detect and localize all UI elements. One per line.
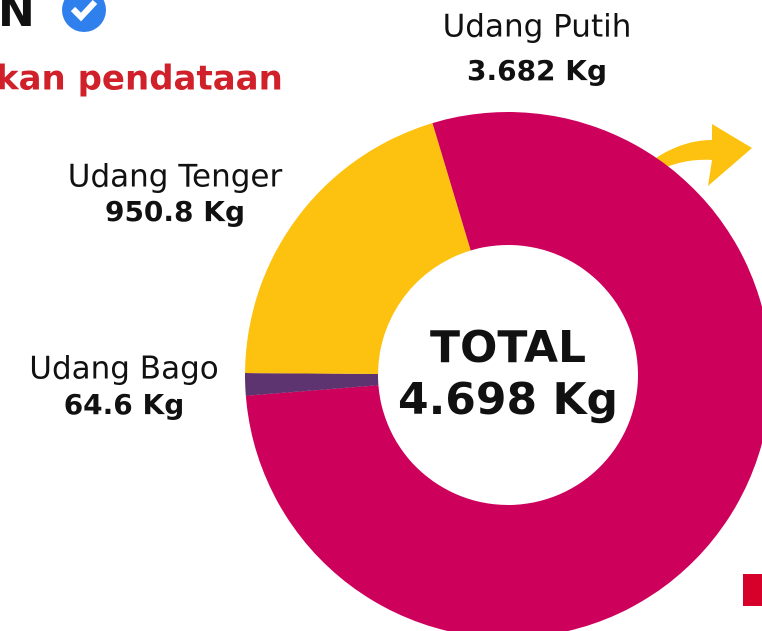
- center-title: TOTAL: [430, 322, 586, 373]
- verified-badge: [62, 0, 106, 32]
- slice: [245, 123, 471, 375]
- value-label: 64.6 Kg: [64, 388, 185, 421]
- slice: [245, 373, 379, 396]
- heading: N: [0, 0, 35, 37]
- slice-label: Udang Bago: [29, 351, 218, 387]
- slice-label: Udang Putih: [443, 9, 632, 45]
- arrow: [612, 124, 752, 212]
- slice: [245, 112, 762, 631]
- center-total: 4.698 Kg: [398, 374, 618, 425]
- decor-block: [743, 574, 762, 606]
- subheading: kan pendataan: [0, 59, 283, 99]
- value-label: 3.682 Kg: [467, 54, 607, 87]
- slice-label: Udang Tenger: [68, 159, 283, 195]
- value-label: 950.8 Kg: [105, 195, 245, 228]
